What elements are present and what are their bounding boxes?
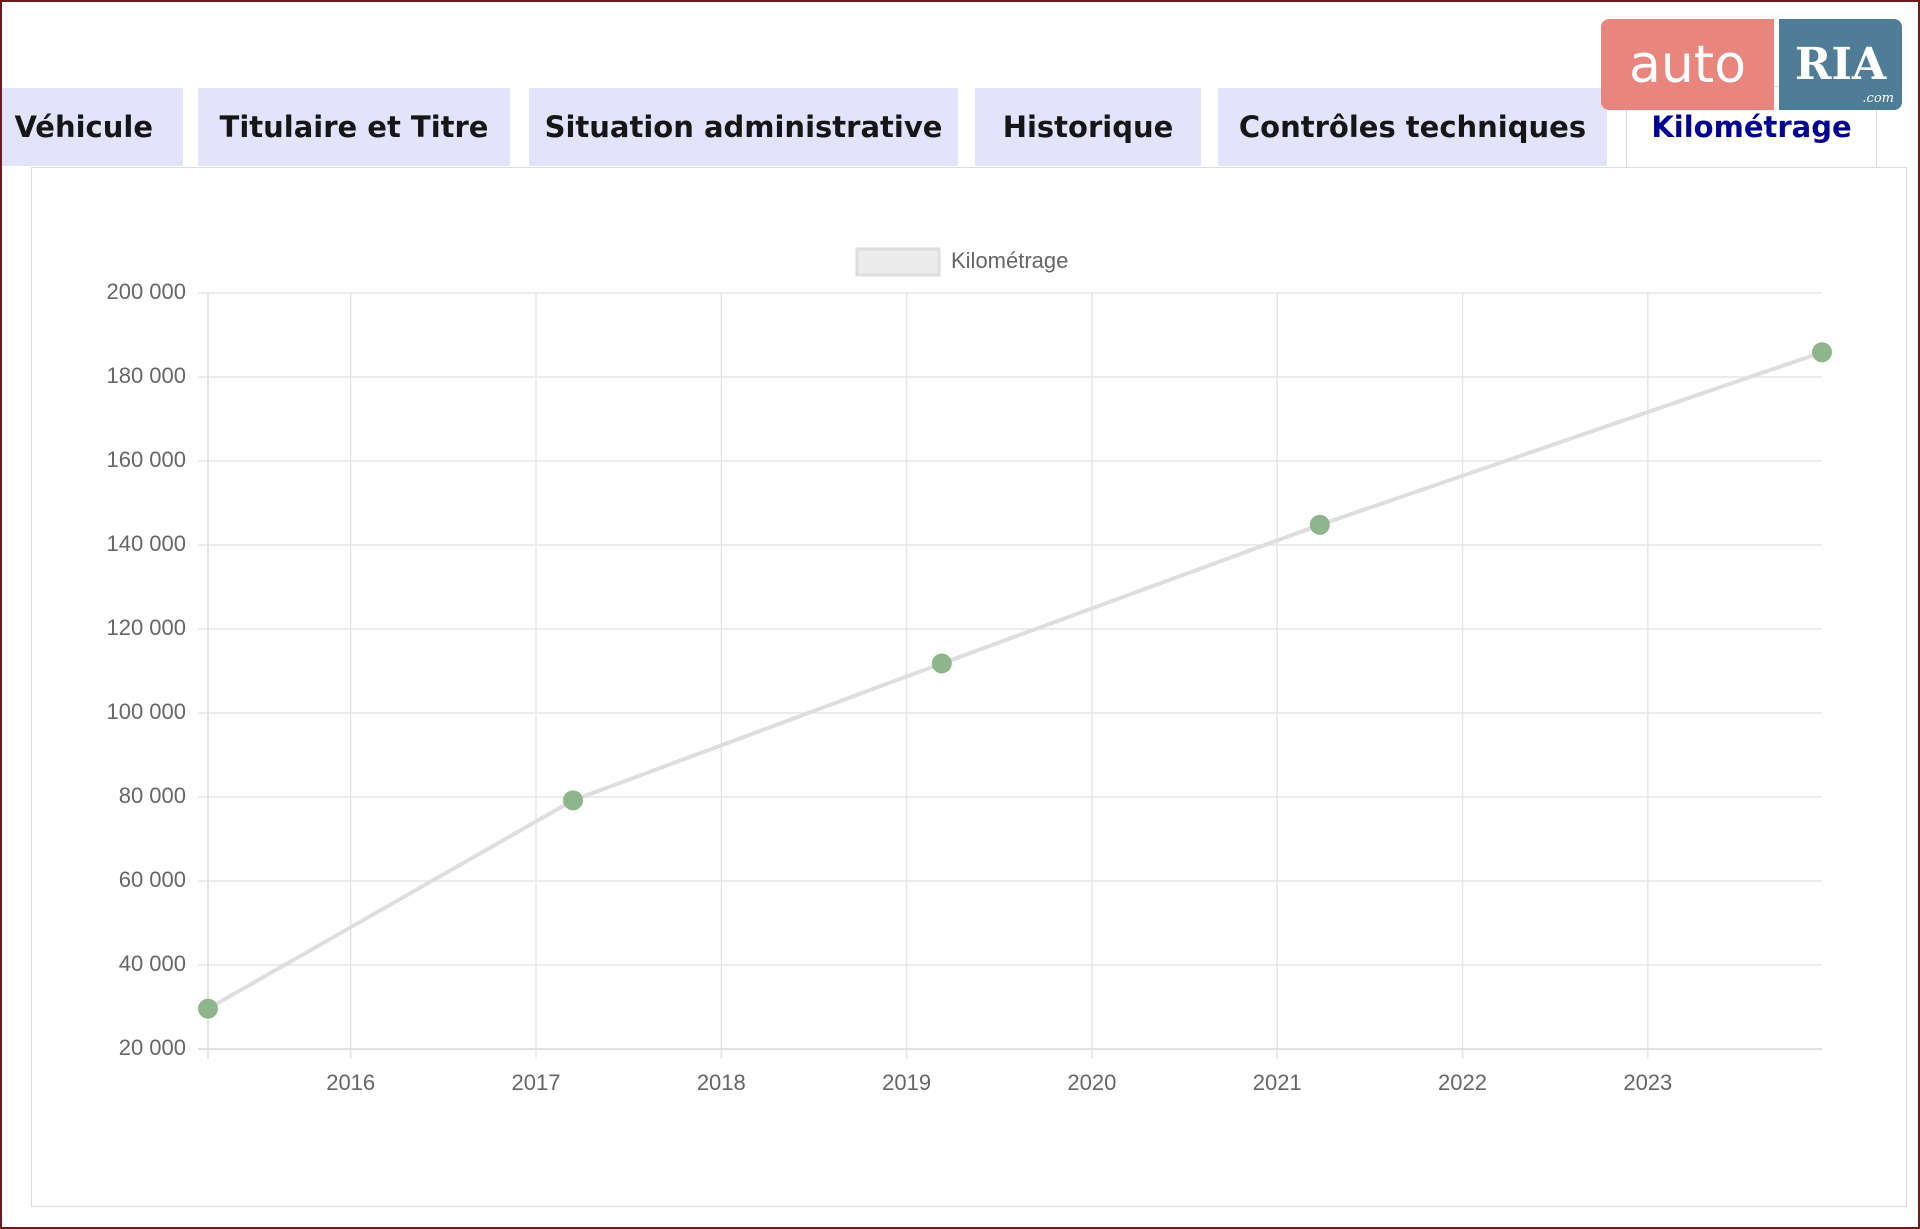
y-tick-label: 100 000 xyxy=(106,699,186,724)
tab[interactable]: Véhicule xyxy=(2,88,183,166)
y-tick-label: 40 000 xyxy=(119,951,186,976)
y-tick-label: 60 000 xyxy=(119,867,186,892)
y-tick-label: 120 000 xyxy=(106,615,186,640)
x-tick-label: 2018 xyxy=(697,1070,746,1095)
x-tick-label: 2021 xyxy=(1253,1070,1302,1095)
data-point xyxy=(931,653,952,674)
y-tick-label: 80 000 xyxy=(119,783,186,808)
panel xyxy=(31,167,1907,1207)
legend-label: Kilométrage xyxy=(951,248,1068,273)
y-tick-label: 140 000 xyxy=(106,531,186,556)
x-tick-label: 2020 xyxy=(1067,1070,1116,1095)
tab[interactable]: Titulaire et Titre xyxy=(198,88,510,166)
logo-left: auto xyxy=(1601,19,1774,110)
data-point xyxy=(563,790,584,811)
legend-swatch xyxy=(855,247,941,277)
series-line xyxy=(207,350,1823,1011)
tab[interactable]: Situation administrative xyxy=(529,88,958,166)
y-tick-label: 180 000 xyxy=(106,363,186,388)
y-tick-label: 20 000 xyxy=(119,1035,186,1060)
x-tick-label: 2022 xyxy=(1438,1070,1487,1095)
logo-right: RIA .com xyxy=(1779,19,1902,110)
tab[interactable]: Historique xyxy=(975,88,1201,166)
x-tick-label: 2016 xyxy=(326,1070,375,1095)
x-tick-label: 2019 xyxy=(882,1070,931,1095)
data-point xyxy=(1309,514,1330,535)
data-point xyxy=(1812,342,1832,363)
x-tick-label: 2023 xyxy=(1623,1070,1672,1095)
x-tick-label: 2017 xyxy=(512,1070,561,1095)
y-tick-label: 160 000 xyxy=(106,447,186,472)
data-point xyxy=(198,998,218,1019)
logo-suffix: .com xyxy=(1862,91,1894,106)
y-tick-label: 200 000 xyxy=(106,279,186,304)
logo-right-text: RIA xyxy=(1794,39,1887,90)
tab[interactable]: Contrôles techniques xyxy=(1218,88,1607,166)
